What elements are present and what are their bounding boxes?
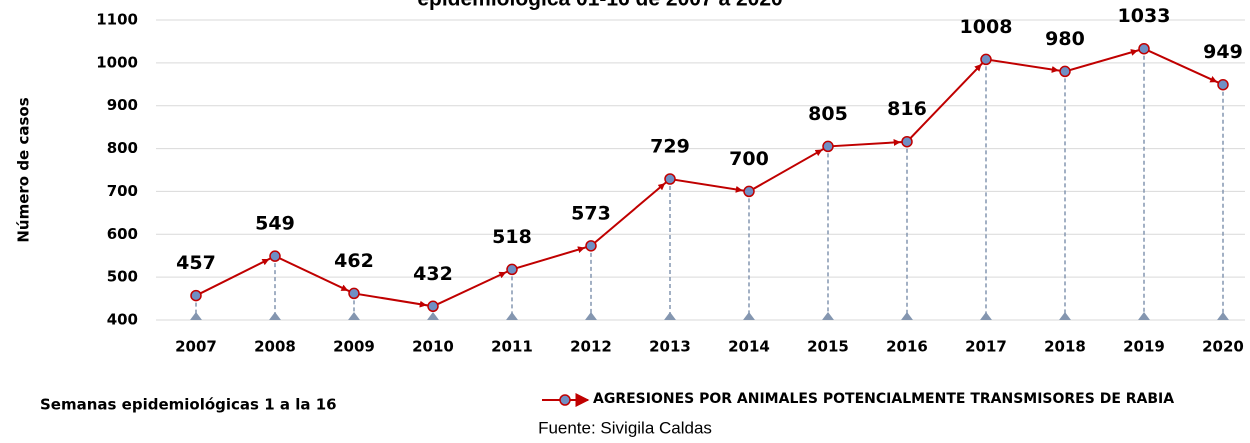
point <box>901 135 913 148</box>
data-label: 549 <box>255 213 295 235</box>
y-axis-label: Número de casos <box>15 97 33 242</box>
x-tick-label: 2013 <box>649 338 691 356</box>
data-label: 573 <box>571 202 611 224</box>
data-label: 980 <box>1045 28 1085 50</box>
x-tick-label: 2018 <box>1044 338 1086 356</box>
data-label: 949 <box>1203 41 1243 63</box>
point <box>190 289 202 302</box>
x-tick-label: 2014 <box>728 338 770 356</box>
base-marker <box>822 312 834 320</box>
y-tick-label: 800 <box>107 139 138 157</box>
data-label: 1033 <box>1118 5 1171 27</box>
point <box>822 140 834 153</box>
x-tick-label: 2019 <box>1123 338 1165 356</box>
x-tick-label: 2017 <box>965 338 1007 356</box>
point <box>743 185 755 198</box>
point <box>585 240 597 252</box>
base-marker <box>269 312 281 320</box>
point <box>269 250 281 262</box>
y-tick-label: 1100 <box>96 11 138 29</box>
base-marker <box>585 312 597 320</box>
y-tick-label: 400 <box>107 311 138 329</box>
data-label: 457 <box>176 252 216 274</box>
base-marker <box>980 312 992 320</box>
base-marker <box>743 312 755 320</box>
data-label: 1008 <box>960 16 1013 38</box>
x-tick-label: 2007 <box>175 338 217 356</box>
point <box>980 53 992 66</box>
base-marker <box>427 312 439 320</box>
source: Fuente: Sivigila Caldas <box>538 418 712 437</box>
data-label: 729 <box>650 136 690 158</box>
y-tick-label: 1000 <box>96 53 138 71</box>
data-label: 816 <box>887 98 927 120</box>
chart-title: epidemiológica 01-16 de 2007 a 2020 <box>417 0 782 11</box>
point <box>1217 78 1229 91</box>
x-tick-label: 2016 <box>886 338 928 356</box>
data-label: 700 <box>729 148 769 170</box>
point <box>427 300 439 313</box>
base-marker <box>348 312 360 320</box>
point <box>664 173 676 185</box>
x-axis-label: Semanas epidemiológicas 1 a la 16 <box>40 396 337 414</box>
x-tick-label: 2015 <box>807 338 849 356</box>
y-tick-label: 900 <box>107 96 138 114</box>
base-marker <box>506 312 518 320</box>
series-line <box>195 47 1224 308</box>
point <box>348 287 360 300</box>
x-tick-label: 2010 <box>412 338 454 356</box>
y-tick-label: 700 <box>107 182 138 200</box>
data-label: 805 <box>808 103 848 125</box>
x-tick-label: 2012 <box>570 338 612 356</box>
base-marker <box>190 312 202 320</box>
point <box>1059 65 1071 78</box>
point <box>506 263 518 276</box>
point <box>1138 42 1150 55</box>
y-tick-label: 500 <box>107 268 138 286</box>
base-marker <box>1059 312 1071 320</box>
x-tick-label: 2009 <box>333 338 375 356</box>
x-tick-label: 2011 <box>491 338 533 356</box>
legend-marker <box>559 394 571 406</box>
base-marker <box>1217 312 1229 320</box>
y-tick-label: 600 <box>107 225 138 243</box>
data-label: 432 <box>413 263 453 285</box>
x-tick-label: 2008 <box>254 338 296 356</box>
base-marker <box>901 312 913 320</box>
legend-label: AGRESIONES POR ANIMALES POTENCIALMENTE T… <box>593 391 1174 407</box>
base-marker <box>664 312 676 320</box>
data-label: 462 <box>334 250 374 272</box>
data-label: 518 <box>492 226 532 248</box>
x-tick-label: 2020 <box>1202 338 1244 356</box>
base-marker <box>1138 312 1150 320</box>
